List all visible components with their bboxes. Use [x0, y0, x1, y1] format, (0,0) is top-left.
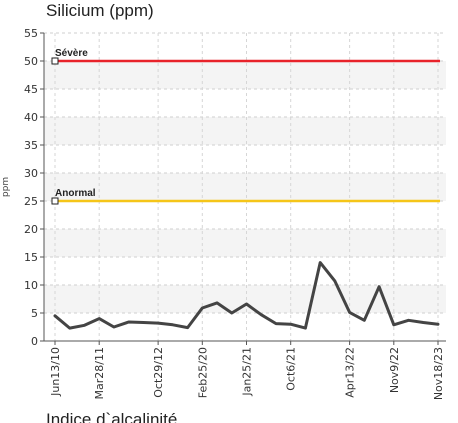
data-point [230, 311, 233, 315]
data-point [171, 323, 175, 326]
data-point [318, 261, 322, 264]
data-point [127, 320, 130, 324]
background-band [44, 285, 446, 313]
data-series [53, 261, 440, 330]
reference-label: Sévère [55, 48, 88, 59]
x-tick-label: Nov18/23 [432, 347, 445, 400]
y-tick-label: 40 [24, 111, 38, 124]
x-tick-label: Oct6/21 [285, 347, 298, 391]
y-tick-label: 0 [31, 335, 38, 348]
data-point [436, 323, 440, 326]
background-band [44, 117, 446, 145]
y-tick-label: 55 [24, 27, 38, 40]
chart-title: Silicium (ppm) [46, 1, 154, 20]
data-point [333, 279, 337, 283]
y-tick-label: 20 [24, 223, 38, 236]
y-axis-label: ppm [1, 177, 11, 197]
y-tick-label: 15 [24, 251, 38, 264]
y-tick-label: 10 [24, 279, 38, 292]
y-tick-label: 30 [24, 167, 38, 180]
data-point [407, 319, 410, 322]
y-tick-labels: 0 5 10 15 20 25 30 35 40 45 50 55 [24, 27, 38, 348]
x-tick-label: Nov9/22 [388, 347, 401, 393]
data-point [392, 323, 396, 326]
data-point [112, 325, 116, 329]
data-point [422, 321, 425, 324]
data-point [274, 322, 278, 325]
background-band [44, 173, 446, 201]
data-point [68, 326, 71, 330]
data-point [53, 314, 57, 317]
data-point [363, 319, 366, 322]
y-tick-label: 25 [24, 195, 38, 208]
data-point [97, 317, 101, 320]
data-point [215, 301, 219, 305]
data-point [377, 285, 381, 288]
background-bands [44, 61, 446, 313]
next-chart-title: Indice d`alcalinité [46, 410, 178, 423]
x-tick-label: Jan25/21 [241, 347, 254, 397]
data-point [142, 321, 145, 324]
y-tick-label: 50 [24, 55, 38, 68]
x-tick-label: Apr13/22 [344, 347, 357, 398]
reference-label: Anormal [55, 188, 96, 199]
reference-marker [51, 197, 59, 205]
data-point [245, 302, 248, 306]
x-tick-labels: Jun13/10 Mar28/11 Oct29/12 Feb25/20 Jan25/21… [49, 347, 445, 400]
reference-lines: Sévère Anormal [51, 48, 440, 205]
data-point [83, 324, 86, 327]
data-point [186, 326, 189, 329]
data-point [201, 306, 204, 310]
x-tick-label: Jun13/10 [49, 347, 62, 397]
background-band [44, 229, 446, 257]
x-tick-label: Feb25/20 [196, 347, 209, 398]
data-point [260, 313, 263, 316]
x-tick-label: Oct29/12 [152, 347, 165, 398]
y-tick-label: 35 [24, 139, 38, 152]
y-tick-label: 5 [31, 307, 38, 320]
x-tick-label: Mar28/11 [93, 347, 106, 399]
data-point [156, 321, 160, 325]
background-band [44, 61, 446, 89]
y-tick-label: 45 [24, 83, 38, 96]
reference-marker [51, 57, 59, 65]
data-point [304, 326, 307, 330]
data-point [289, 323, 292, 326]
axes [40, 32, 446, 345]
data-point [348, 311, 351, 314]
